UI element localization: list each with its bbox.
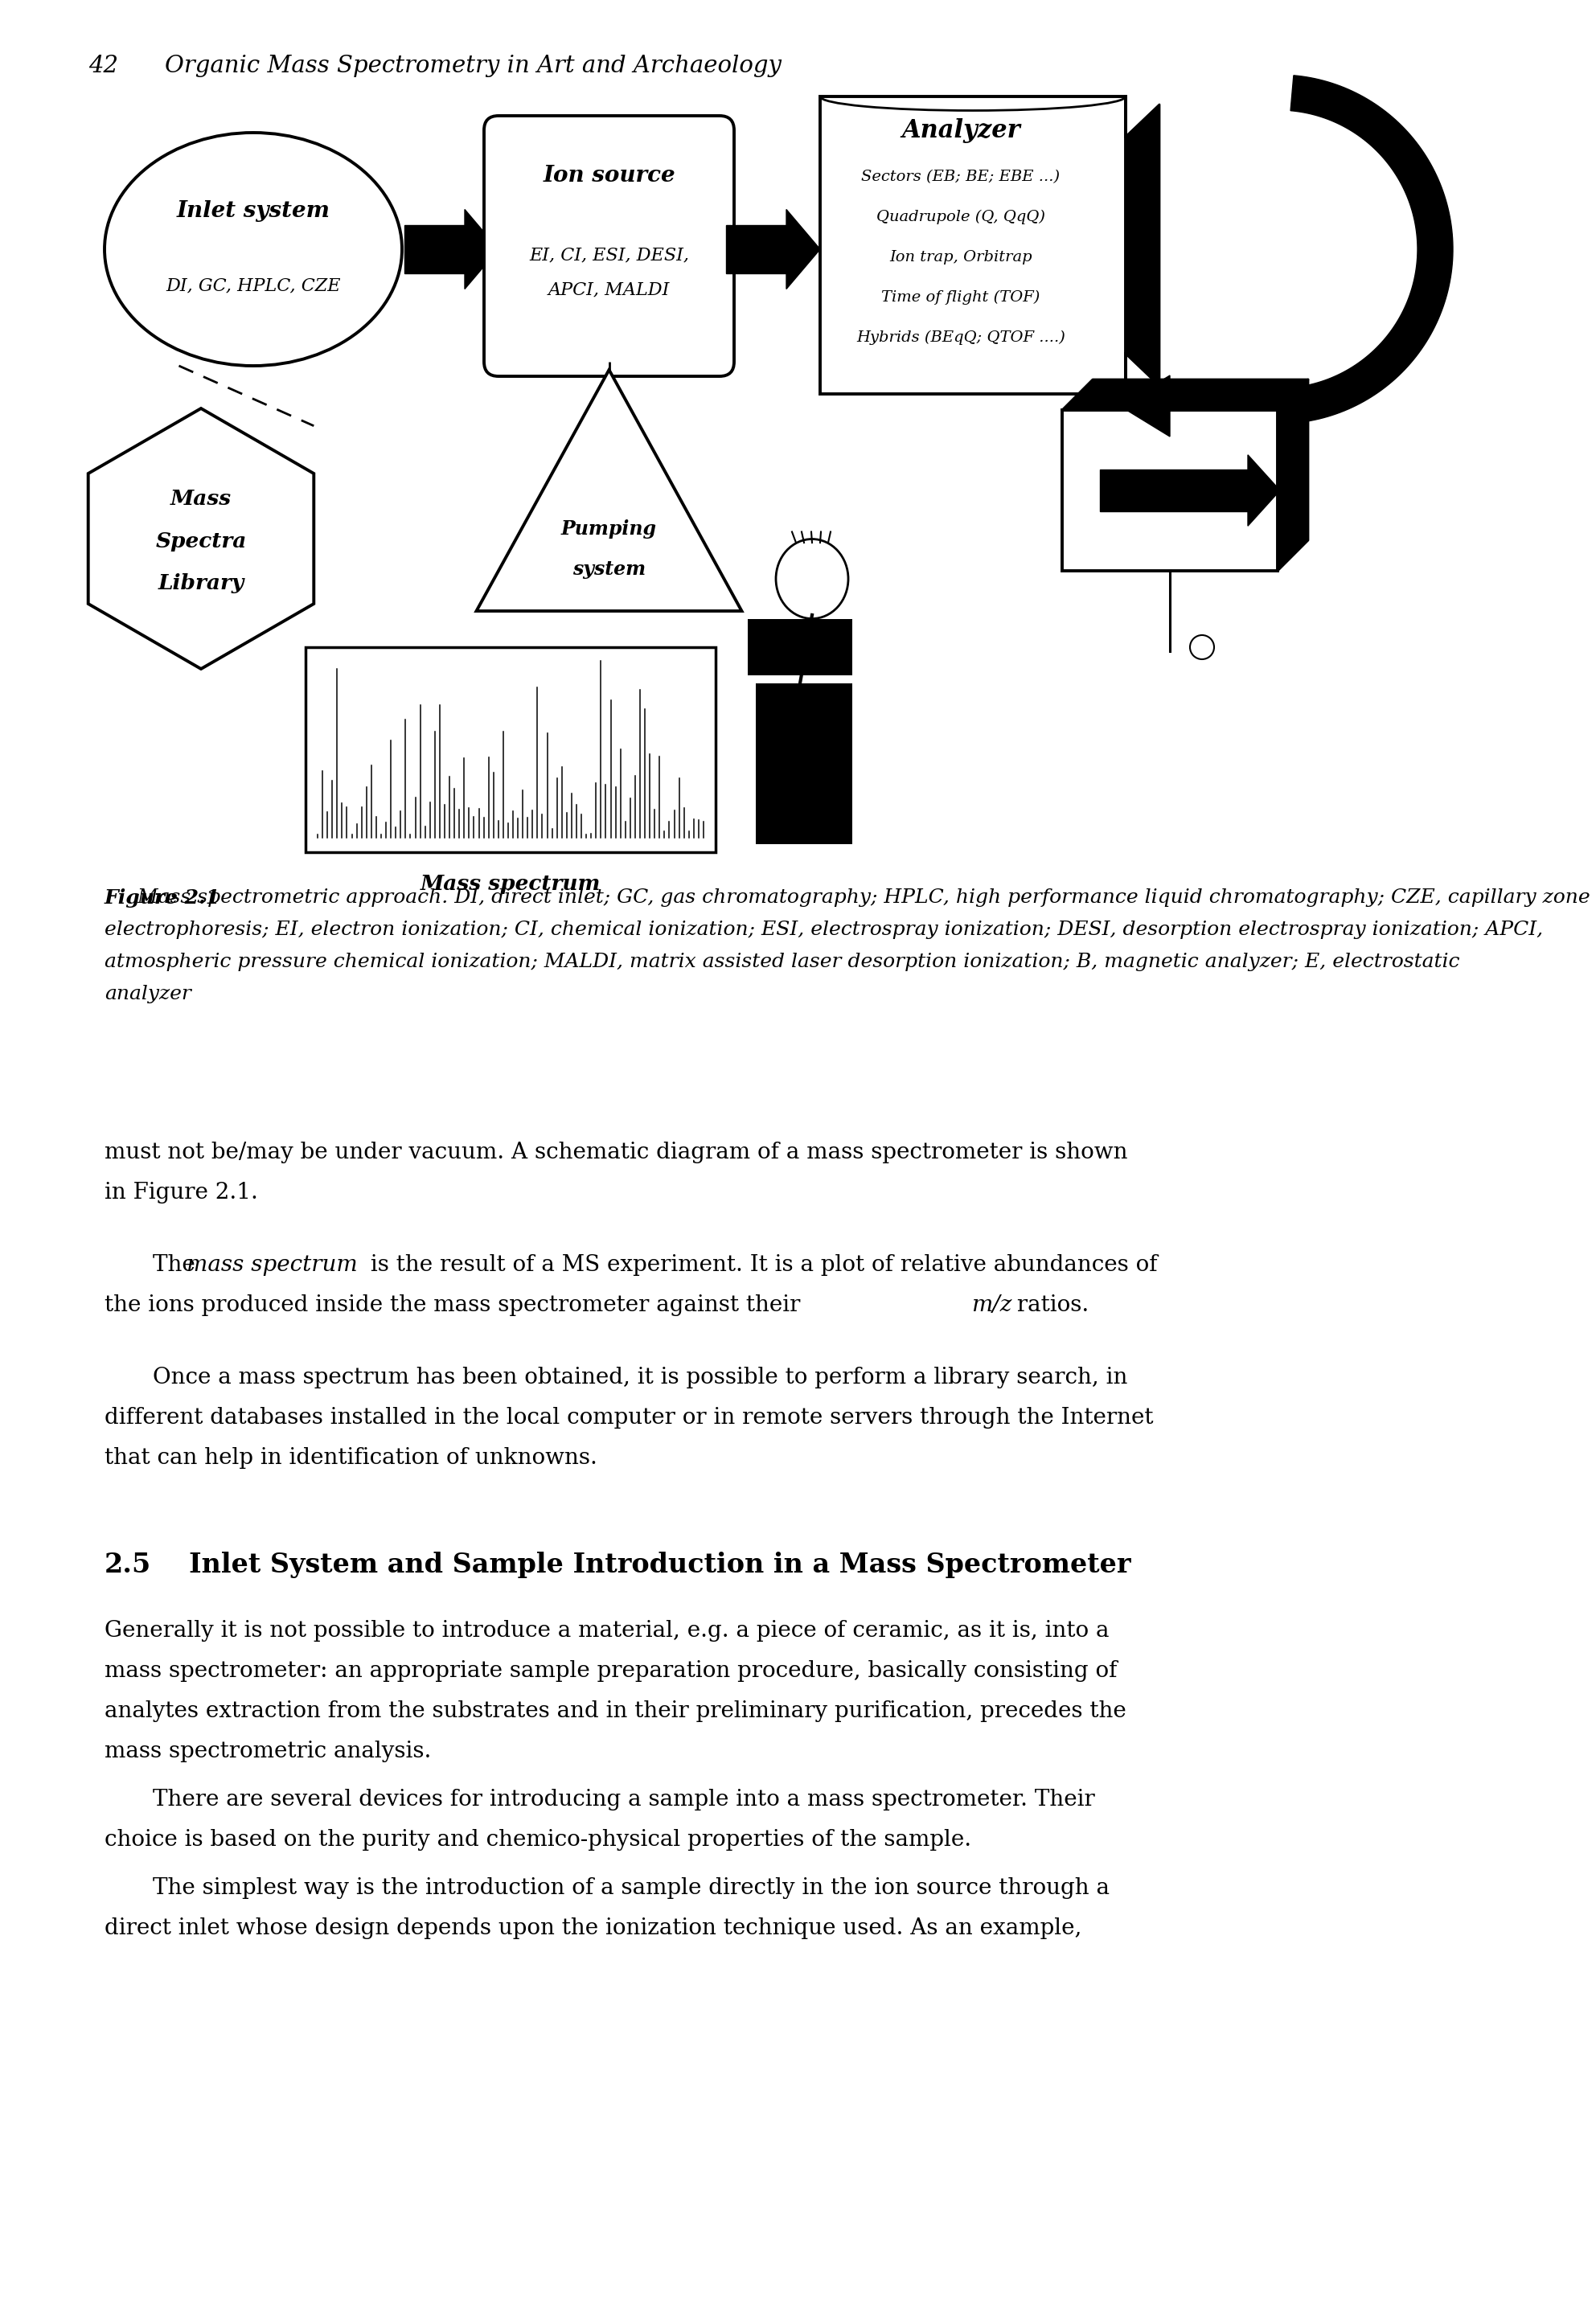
Text: choice is based on the purity and chemico-physical properties of the sample.: choice is based on the purity and chemic… <box>104 1828 972 1851</box>
Polygon shape <box>88 408 314 670</box>
Text: m/z: m/z <box>972 1295 1012 1316</box>
Polygon shape <box>1100 470 1248 512</box>
Polygon shape <box>476 371 742 612</box>
Polygon shape <box>787 209 820 290</box>
Text: that can help in identification of unknowns.: that can help in identification of unkno… <box>104 1448 597 1469</box>
Text: Detector: Detector <box>1116 480 1224 500</box>
Bar <box>749 619 852 674</box>
Text: Generally it is not possible to introduce a material, e.g. a piece of ceramic, a: Generally it is not possible to introduc… <box>104 1620 1109 1643</box>
Text: Ion trap, Orbitrap: Ion trap, Orbitrap <box>889 250 1033 264</box>
Text: 2.5: 2.5 <box>104 1552 152 1578</box>
Text: mass spectrometric analysis.: mass spectrometric analysis. <box>104 1740 431 1763</box>
Text: APCI, MALDI: APCI, MALDI <box>547 280 670 299</box>
Text: electrophoresis; EI, electron ionization; CI, chemical ionization; ESI, electros: electrophoresis; EI, electron ionization… <box>104 920 1543 938</box>
Text: Mass spectrometric approach. DI, direct inlet; GC, gas chromatography; HPLC, hig: Mass spectrometric approach. DI, direct … <box>124 887 1590 906</box>
Text: Library: Library <box>158 575 244 593</box>
Polygon shape <box>1120 375 1170 436</box>
Text: Analyzer: Analyzer <box>902 118 1020 144</box>
Text: Pumping: Pumping <box>562 519 658 538</box>
Text: ratios.: ratios. <box>1010 1295 1088 1316</box>
Text: direct inlet whose design depends upon the ionization technique used. As an exam: direct inlet whose design depends upon t… <box>104 1918 1082 1939</box>
Text: is the result of a MS experiment. It is a plot of relative abundances of: is the result of a MS experiment. It is … <box>364 1253 1157 1277</box>
Polygon shape <box>464 209 498 290</box>
Text: Sectors (EB; BE; EBE ...): Sectors (EB; BE; EBE ...) <box>862 169 1060 183</box>
Text: The simplest way is the introduction of a sample directly in the ion source thro: The simplest way is the introduction of … <box>153 1877 1109 1900</box>
Text: Spectra: Spectra <box>155 531 247 551</box>
Bar <box>820 97 1125 394</box>
Text: EI, CI, ESI, DESI,: EI, CI, ESI, DESI, <box>528 246 689 264</box>
Text: atmospheric pressure chemical ionization; MALDI, matrix assisted laser desorptio: atmospheric pressure chemical ionization… <box>104 952 1460 971</box>
Text: in Figure 2.1.: in Figure 2.1. <box>104 1182 259 1203</box>
Text: mass spectrum: mass spectrum <box>187 1253 358 1277</box>
Text: Organic Mass Spectrometry in Art and Archaeology: Organic Mass Spectrometry in Art and Arc… <box>164 56 782 76</box>
Text: The: The <box>153 1253 203 1277</box>
Text: Quadrupole (Q, QqQ): Quadrupole (Q, QqQ) <box>876 211 1045 225</box>
Text: Time of flight (TOF): Time of flight (TOF) <box>881 290 1041 306</box>
Polygon shape <box>404 225 464 273</box>
Text: analytes extraction from the substrates and in their preliminary purification, p: analytes extraction from the substrates … <box>104 1701 1127 1722</box>
Text: Mass spectrum: Mass spectrum <box>420 874 600 894</box>
Text: Inlet system: Inlet system <box>177 199 330 222</box>
Polygon shape <box>1125 104 1159 387</box>
Polygon shape <box>1291 76 1452 424</box>
Polygon shape <box>1061 380 1309 410</box>
Bar <box>305 646 715 853</box>
Text: DI, GC, HPLC, CZE: DI, GC, HPLC, CZE <box>166 276 340 294</box>
Text: Figure 2.1: Figure 2.1 <box>104 887 220 908</box>
Text: different databases installed in the local computer or in remote servers through: different databases installed in the loc… <box>104 1406 1154 1430</box>
Text: the ions produced inside the mass spectrometer against their: the ions produced inside the mass spectr… <box>104 1295 808 1316</box>
Polygon shape <box>726 225 787 273</box>
Text: must not be/may be under vacuum. A schematic diagram of a mass spectrometer is s: must not be/may be under vacuum. A schem… <box>104 1142 1128 1163</box>
Text: analyzer: analyzer <box>104 985 192 1003</box>
FancyBboxPatch shape <box>484 116 734 375</box>
Bar <box>757 684 852 843</box>
Bar <box>1061 410 1278 570</box>
Text: Mass: Mass <box>171 489 231 507</box>
Polygon shape <box>1248 454 1280 526</box>
Text: There are several devices for introducing a sample into a mass spectrometer. The: There are several devices for introducin… <box>153 1789 1095 1810</box>
Text: 42: 42 <box>88 56 118 76</box>
Text: mass spectrometer: an appropriate sample preparation procedure, basically consis: mass spectrometer: an appropriate sample… <box>104 1661 1117 1682</box>
Polygon shape <box>1278 380 1309 570</box>
Text: Inlet System and Sample Introduction in a Mass Spectrometer: Inlet System and Sample Introduction in … <box>188 1552 1132 1578</box>
Text: Hybrids (BEqQ; QTOF ....): Hybrids (BEqQ; QTOF ....) <box>857 331 1065 345</box>
Text: Ion source: Ion source <box>543 165 675 185</box>
Text: Once a mass spectrum has been obtained, it is possible to perform a library sear: Once a mass spectrum has been obtained, … <box>153 1367 1127 1388</box>
Text: system: system <box>573 558 646 579</box>
